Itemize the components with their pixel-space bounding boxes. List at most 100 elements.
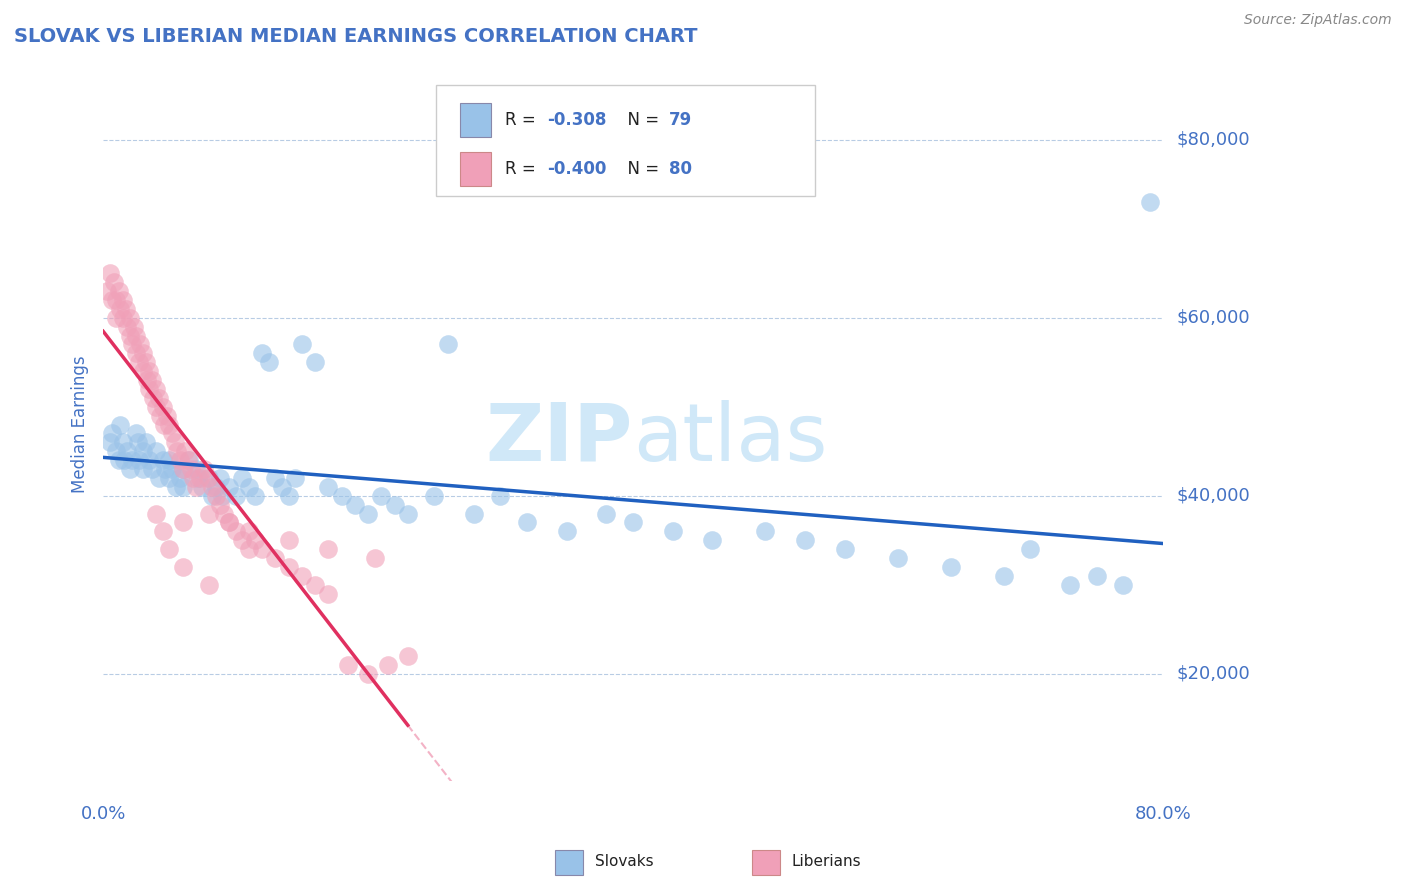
- Point: [754, 524, 776, 539]
- Point: [277, 560, 299, 574]
- Point: [939, 560, 962, 574]
- Point: [384, 498, 406, 512]
- Point: [197, 471, 219, 485]
- Point: [211, 489, 233, 503]
- Point: [370, 489, 392, 503]
- Point: [198, 471, 221, 485]
- Y-axis label: Median Earnings: Median Earnings: [72, 356, 89, 493]
- Point: [1085, 569, 1108, 583]
- Point: [1112, 578, 1135, 592]
- Point: [111, 310, 134, 325]
- Point: [212, 507, 235, 521]
- Point: [148, 391, 170, 405]
- Point: [1059, 578, 1081, 592]
- Point: [125, 346, 148, 360]
- Text: atlas: atlas: [633, 400, 827, 478]
- Point: [238, 542, 260, 557]
- Point: [156, 409, 179, 423]
- Point: [132, 346, 155, 360]
- Point: [257, 355, 280, 369]
- Point: [172, 560, 194, 574]
- Text: Liberians: Liberians: [792, 855, 862, 869]
- Point: [304, 355, 326, 369]
- Point: [165, 480, 187, 494]
- Point: [198, 507, 221, 521]
- Point: [115, 319, 138, 334]
- Point: [141, 373, 163, 387]
- Point: [141, 462, 163, 476]
- Point: [225, 524, 247, 539]
- Point: [191, 480, 214, 494]
- Point: [330, 489, 353, 503]
- Point: [115, 444, 138, 458]
- Point: [316, 542, 339, 557]
- Point: [169, 471, 191, 485]
- Point: [163, 435, 186, 450]
- Point: [231, 471, 253, 485]
- Point: [1019, 542, 1042, 557]
- Point: [661, 524, 683, 539]
- Point: [181, 471, 204, 485]
- Text: R =: R =: [505, 161, 541, 178]
- Point: [377, 657, 399, 672]
- Point: [238, 524, 260, 539]
- Text: $20,000: $20,000: [1177, 665, 1250, 682]
- Point: [794, 533, 817, 548]
- Point: [96, 284, 118, 298]
- Point: [135, 373, 157, 387]
- Point: [343, 498, 366, 512]
- Point: [834, 542, 856, 557]
- Point: [125, 328, 148, 343]
- Point: [172, 480, 194, 494]
- Point: [172, 462, 194, 476]
- Point: [166, 444, 188, 458]
- Text: R =: R =: [505, 111, 541, 129]
- Point: [218, 516, 240, 530]
- Text: 80.0%: 80.0%: [1135, 805, 1191, 823]
- Point: [198, 578, 221, 592]
- Point: [184, 462, 207, 476]
- Text: $80,000: $80,000: [1177, 131, 1250, 149]
- Point: [121, 337, 143, 351]
- Point: [155, 462, 177, 476]
- Point: [138, 382, 160, 396]
- Point: [357, 666, 380, 681]
- Point: [149, 409, 172, 423]
- Point: [225, 489, 247, 503]
- Point: [193, 462, 215, 476]
- Point: [284, 471, 307, 485]
- Point: [187, 471, 209, 485]
- Text: -0.400: -0.400: [547, 161, 606, 178]
- Point: [174, 444, 197, 458]
- Point: [157, 417, 180, 432]
- Text: Source: ZipAtlas.com: Source: ZipAtlas.com: [1244, 13, 1392, 28]
- Point: [129, 337, 152, 351]
- Point: [128, 355, 150, 369]
- Point: [177, 453, 200, 467]
- Text: N =: N =: [617, 161, 665, 178]
- Text: ZIP: ZIP: [485, 400, 633, 478]
- Point: [245, 533, 267, 548]
- Point: [887, 551, 910, 566]
- Point: [103, 275, 125, 289]
- Point: [145, 400, 167, 414]
- Text: Slovaks: Slovaks: [595, 855, 654, 869]
- Point: [231, 533, 253, 548]
- Point: [160, 462, 183, 476]
- Point: [436, 337, 458, 351]
- Point: [218, 480, 240, 494]
- Point: [108, 284, 131, 298]
- Point: [264, 471, 287, 485]
- Point: [595, 507, 617, 521]
- Point: [145, 382, 167, 396]
- Point: [134, 355, 156, 369]
- Point: [145, 444, 167, 458]
- Point: [110, 417, 132, 432]
- Point: [291, 569, 314, 583]
- Point: [111, 293, 134, 307]
- Text: 0.0%: 0.0%: [80, 805, 125, 823]
- Point: [118, 310, 141, 325]
- Point: [118, 462, 141, 476]
- Point: [337, 657, 360, 672]
- Point: [357, 507, 380, 521]
